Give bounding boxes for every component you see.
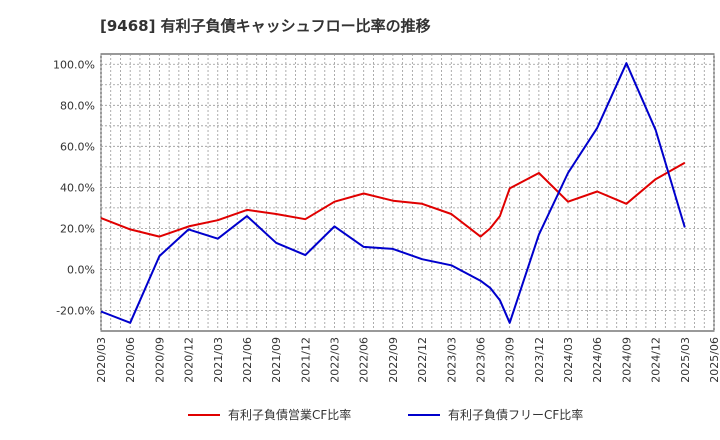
y-tick-label: 100.0%: [53, 58, 95, 71]
x-tick-label: 2020/03: [95, 337, 108, 383]
x-tick-label: 2024/03: [562, 337, 575, 383]
y-tick-label: -20.0%: [56, 304, 95, 317]
x-tick-label: 2023/03: [445, 337, 458, 383]
x-tick-label: 2023/12: [533, 337, 546, 383]
legend: 有利子負債営業CF比率 有利子負債フリーCF比率: [188, 407, 583, 422]
x-tick-label: 2024/12: [650, 337, 663, 383]
x-axis: 2020/03 2020/06 2020/09 2020/12 2021/03 2021/…: [95, 337, 720, 383]
legend-label-1: 有利子負債営業CF比率: [228, 407, 351, 422]
x-tick-label: 2020/12: [183, 337, 196, 383]
x-tick-label: 2022/03: [329, 337, 342, 383]
x-tick-label: 2024/09: [620, 337, 633, 383]
x-tick-label: 2024/06: [591, 337, 604, 383]
y-tick-label: 60.0%: [60, 140, 95, 153]
chart-title: [9468] 有利子負債キャッシュフロー比率の推移: [100, 17, 431, 35]
y-tick-label: 0.0%: [67, 263, 95, 276]
x-tick-label: 2021/03: [212, 337, 225, 383]
x-tick-label: 2021/09: [270, 337, 283, 383]
x-tick-label: 2022/09: [387, 337, 400, 383]
y-tick-label: 40.0%: [60, 181, 95, 194]
y-tick-label: 20.0%: [60, 222, 95, 235]
series-lines: [100, 62, 686, 324]
x-tick-label: 2022/06: [358, 337, 371, 383]
series-line-2: [100, 62, 686, 324]
x-tick-label: 2025/06: [708, 337, 720, 383]
x-tick-label: 2020/09: [153, 337, 166, 383]
x-tick-label: 2022/12: [416, 337, 429, 383]
x-tick-label: 2023/06: [474, 337, 487, 383]
x-tick-label: 2021/12: [299, 337, 312, 383]
y-axis: -20.0% 0.0% 20.0% 40.0% 60.0% 80.0% 100.0%: [53, 58, 95, 317]
x-tick-label: 2023/09: [504, 337, 517, 383]
x-tick-label: 2025/03: [679, 337, 692, 383]
x-tick-label: 2021/06: [241, 337, 254, 383]
y-tick-label: 80.0%: [60, 99, 95, 112]
legend-label-2: 有利子負債フリーCF比率: [448, 407, 583, 422]
x-tick-label: 2020/06: [124, 337, 137, 383]
plot-area: [100, 53, 715, 332]
series-line-1: [100, 161, 686, 238]
